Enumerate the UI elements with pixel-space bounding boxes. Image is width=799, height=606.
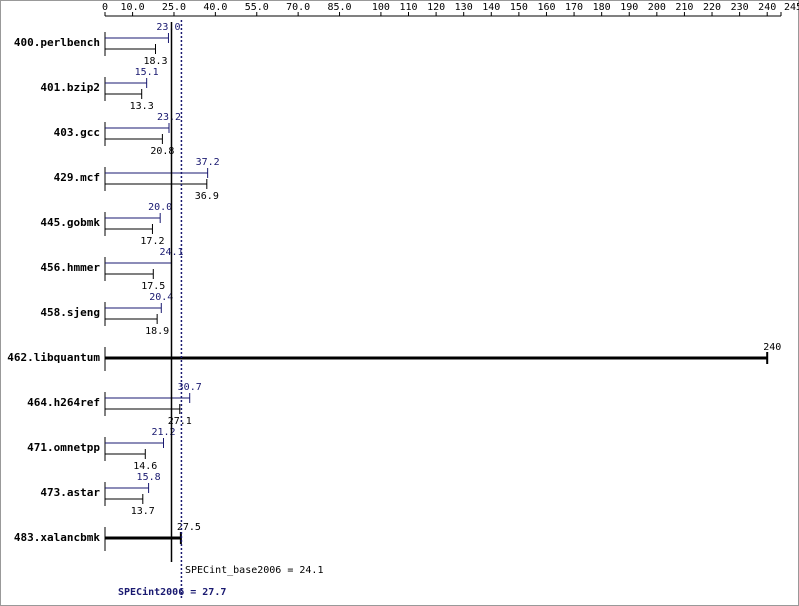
value-label: 37.2 xyxy=(196,157,220,168)
value-label: 27.1 xyxy=(168,416,192,427)
category-label: 429.mcf xyxy=(54,171,100,184)
value-label: 20.8 xyxy=(150,146,174,157)
category-label: 445.gobmk xyxy=(40,216,100,229)
x-tick-label: 190 xyxy=(620,2,638,13)
category-label: 464.h264ref xyxy=(27,396,100,409)
value-label: 17.5 xyxy=(141,281,165,292)
category-label: 473.astar xyxy=(40,486,100,499)
x-tick-label: 120 xyxy=(427,2,445,13)
reference-label: SPECint_base2006 = 24.1 xyxy=(185,565,323,576)
x-tick-label: 160 xyxy=(537,2,555,13)
x-tick-label: 240 xyxy=(758,2,776,13)
value-label: 30.7 xyxy=(178,382,202,393)
category-label: 483.xalancbmk xyxy=(14,531,100,544)
x-tick-label: 150 xyxy=(510,2,528,13)
x-tick-label: 0 xyxy=(102,2,108,13)
x-tick-label: 200 xyxy=(648,2,666,13)
x-tick-label: 245 xyxy=(784,2,799,13)
x-tick-label: 130 xyxy=(455,2,473,13)
category-label: 458.sjeng xyxy=(40,306,100,319)
x-tick-label: 85.0 xyxy=(327,2,351,13)
value-label: 13.7 xyxy=(131,506,155,517)
x-tick-label: 220 xyxy=(703,2,721,13)
value-label: 20.4 xyxy=(149,292,173,303)
x-tick-label: 180 xyxy=(593,2,611,13)
x-tick-label: 230 xyxy=(731,2,749,13)
value-label: 36.9 xyxy=(195,191,219,202)
value-label: 13.3 xyxy=(130,101,154,112)
category-label: 400.perlbench xyxy=(14,36,100,49)
value-label: 15.8 xyxy=(137,472,161,483)
x-tick-label: 40.0 xyxy=(203,2,227,13)
x-tick-label: 140 xyxy=(482,2,500,13)
x-tick-label: 110 xyxy=(399,2,417,13)
value-label: 15.1 xyxy=(135,67,159,78)
value-label: 18.9 xyxy=(145,326,169,337)
value-label: 27.5 xyxy=(177,522,201,533)
category-label: 456.hmmer xyxy=(40,261,100,274)
value-label: 23.0 xyxy=(156,22,180,33)
x-tick-label: 210 xyxy=(675,2,693,13)
category-label: 401.bzip2 xyxy=(40,81,100,94)
category-label: 462.libquantum xyxy=(7,351,100,364)
x-tick-label: 55.0 xyxy=(245,2,269,13)
x-tick-label: 70.0 xyxy=(286,2,310,13)
value-label: 21.2 xyxy=(151,427,175,438)
value-label: 23.2 xyxy=(157,112,181,123)
value-label: 240 xyxy=(763,342,781,353)
reference-label: SPECint2006 = 27.7 xyxy=(118,586,226,598)
category-label: 403.gcc xyxy=(54,126,100,139)
value-label: 18.3 xyxy=(143,56,167,67)
x-tick-label: 10.0 xyxy=(121,2,145,13)
x-tick-label: 25.0 xyxy=(162,2,186,13)
value-label: 14.6 xyxy=(133,461,157,472)
category-label: 471.omnetpp xyxy=(27,441,100,454)
value-label: 20.0 xyxy=(148,202,172,213)
x-tick-label: 100 xyxy=(372,2,390,13)
x-tick-label: 170 xyxy=(565,2,583,13)
value-label: 17.2 xyxy=(140,236,164,247)
